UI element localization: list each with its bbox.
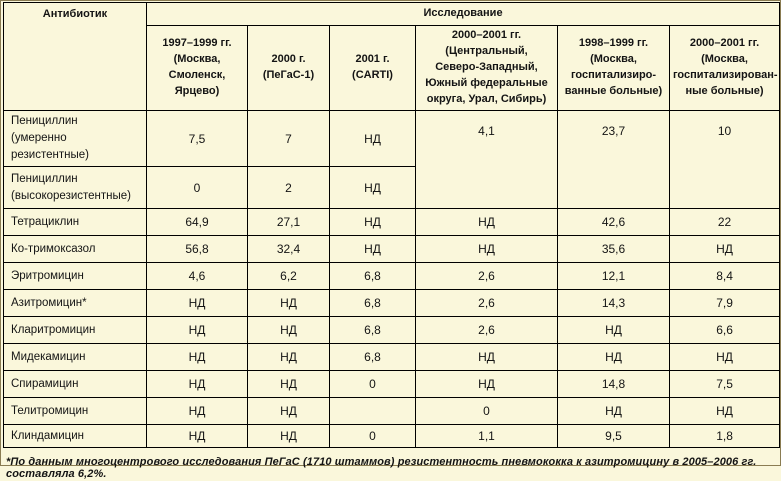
table-row-clarithromycin: Кларитромицин НД НД 6,8 2,6 НД 6,6 [3, 316, 781, 345]
value-cell: НД [668, 235, 781, 264]
value-cell: 4,6 [146, 262, 248, 291]
table-row-tetracycline: Тетрациклин 64,9 27,1 НД НД 42,6 22 [3, 208, 781, 237]
group-header-row: Антибиотик Исследование [3, 2, 781, 111]
value-cell: 1,1 [415, 424, 558, 449]
value-cell: 22 [668, 208, 781, 237]
value-cell: НД [668, 343, 781, 372]
value-cell: 0 [415, 397, 558, 426]
value-cell: 42,6 [557, 208, 670, 237]
table-row-telithromycin: Телитромицин НД НД 0 НД НД [3, 397, 781, 426]
value-cell: НД [146, 424, 248, 449]
value-cell: НД [415, 370, 558, 399]
value-cell: НД [329, 235, 416, 264]
value-cell: 6,2 [247, 262, 330, 291]
value-cell: 2 [247, 166, 330, 210]
value-cell: 0 [146, 166, 248, 210]
row-label: Азитромицин* [3, 289, 147, 318]
row-label: Телитромицин [3, 397, 147, 426]
col-header-1997-1999: 1997–1999 гг. (Москва, Смоленск, Ярцево) [146, 25, 248, 111]
row-label: Мидекамицин [3, 343, 147, 372]
table-row-midecamycin: Мидекамицин НД НД 6,8 НД НД НД [3, 343, 781, 372]
value-cell: 56,8 [146, 235, 248, 264]
value-cell: 6,8 [329, 289, 416, 318]
value-cell: НД [146, 316, 248, 345]
col-header-2001-carti: 2001 г. (CARTI) [329, 25, 416, 111]
value-cell: 6,8 [329, 262, 416, 291]
value-cell: НД [146, 289, 248, 318]
value-cell: 64,9 [146, 208, 248, 237]
value-cell: НД [557, 397, 670, 426]
value-cell: НД [329, 208, 416, 237]
value-cell: НД [247, 424, 330, 449]
table-row-clindamycin: Клиндамицин НД НД 0 1,1 9,5 1,8 [3, 424, 781, 449]
value-cell-merged: 23,7 [557, 109, 670, 210]
value-cell: 6,6 [668, 316, 781, 345]
value-cell: НД [668, 397, 781, 426]
value-cell: НД [247, 316, 330, 345]
table-row-spiramycin: Спирамицин НД НД 0 НД 14,8 7,5 [3, 370, 781, 399]
value-cell: 14,8 [557, 370, 670, 399]
value-cell: 7 [247, 109, 330, 168]
value-cell: 7,5 [146, 109, 248, 168]
row-label: Эритромицин [3, 262, 147, 291]
table-row-penicillin-intermediate: Пенициллин (умеренно резистентные) 7,5 7… [3, 109, 781, 210]
value-cell: 7,9 [668, 289, 781, 318]
value-cell: НД [557, 316, 670, 345]
value-cell: 6,8 [329, 343, 416, 372]
value-cell: НД [146, 397, 248, 426]
table-row-erythromycin: Эритромицин 4,6 6,2 6,8 2,6 12,1 8,4 [3, 262, 781, 291]
resistance-table: Антибиотик Исследование 1997–1999 гг. (М… [3, 2, 781, 449]
col-header-2000-2001-moscow: 2000–2001 гг. (Москва, госпитализирован-… [668, 25, 781, 111]
row-label: Кларитромицин [3, 316, 147, 345]
value-cell: НД [146, 343, 248, 372]
value-cell: 0 [329, 424, 416, 449]
value-cell: 6,8 [329, 316, 416, 345]
value-cell: НД [415, 235, 558, 264]
row-label: Ко-тримоксазол [3, 235, 147, 264]
value-cell: НД [146, 370, 248, 399]
value-cell: 7,5 [668, 370, 781, 399]
value-cell: НД [247, 343, 330, 372]
value-cell: 35,6 [557, 235, 670, 264]
value-cell: НД [247, 289, 330, 318]
value-cell: 0 [329, 370, 416, 399]
corner-header-antibiotic: Антибиотик [3, 2, 147, 111]
value-cell: 2,6 [415, 262, 558, 291]
value-cell: 8,4 [668, 262, 781, 291]
column-headers-row: 1997–1999 гг. (Москва, Смоленск, Ярцево)… [4, 25, 781, 111]
value-cell: НД [557, 343, 670, 372]
value-cell-merged: 4,1 [415, 109, 558, 210]
group-header-study: Исследование [145, 2, 781, 26]
table-body: Пенициллин (умеренно резистентные) 7,5 7… [3, 109, 781, 449]
value-cell: НД [415, 343, 558, 372]
value-cell: НД [247, 397, 330, 426]
value-cell: 1,8 [668, 424, 781, 449]
value-cell: 14,3 [557, 289, 670, 318]
value-cell: НД [329, 166, 416, 210]
value-cell-merged: 10 [668, 109, 781, 210]
col-header-1998-1999-moscow: 1998–1999 гг. (Москва, госпитализиро- ва… [557, 25, 670, 111]
footnote: *По данным многоцентрового исследования … [6, 456, 757, 481]
value-cell: 2,6 [415, 316, 558, 345]
row-label: Пенициллин (умеренно резистентные) [3, 109, 147, 168]
row-label: Тетрациклин [3, 208, 147, 237]
value-cell [329, 397, 416, 426]
table-header: Антибиотик Исследование 1997–1999 гг. (М… [3, 2, 781, 111]
value-cell: НД [329, 109, 416, 168]
table-row-azithromycin: Азитромицин* НД НД 6,8 2,6 14,3 7,9 [3, 289, 781, 318]
col-header-2000-pegas: 2000 г. (ПеГаС-1) [247, 25, 330, 111]
col-header-2000-2001-regions: 2000–2001 гг. (Центральный, Северо-Запад… [415, 25, 558, 111]
value-cell: 12,1 [557, 262, 670, 291]
value-cell: НД [247, 370, 330, 399]
value-cell: 2,6 [415, 289, 558, 318]
value-cell: 32,4 [247, 235, 330, 264]
row-label: Пенициллин (высокорезистентные) [3, 166, 147, 210]
row-label: Спирамицин [3, 370, 147, 399]
value-cell: 27,1 [247, 208, 330, 237]
value-cell: НД [415, 208, 558, 237]
table-row-cotrimoxazole: Ко-тримоксазол 56,8 32,4 НД НД 35,6 НД [3, 235, 781, 264]
row-label: Клиндамицин [3, 424, 147, 449]
value-cell: 9,5 [557, 424, 670, 449]
